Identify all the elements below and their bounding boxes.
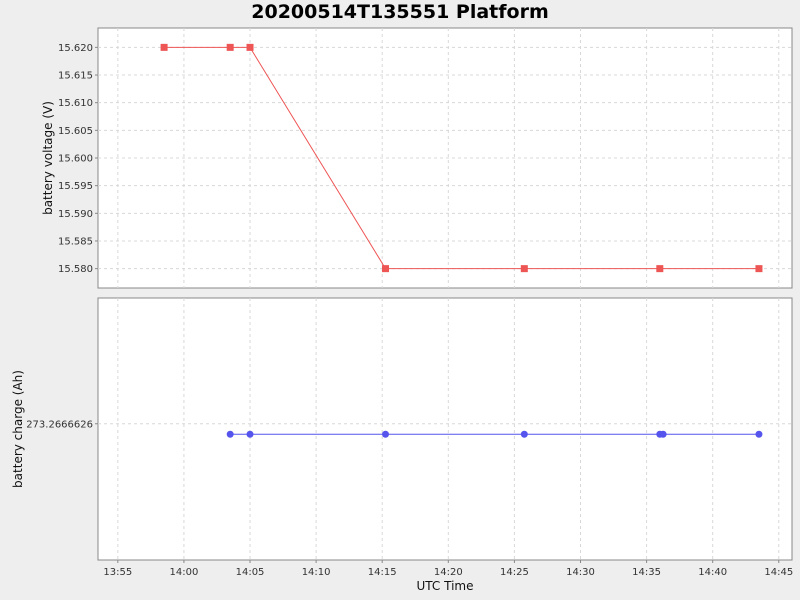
chart-title: 20200514T135551 Platform [251,1,549,23]
plot-area [97,297,793,561]
x-axis-label: UTC Time [417,579,474,593]
x-tick-label: 14:10 [302,567,331,578]
data-point [659,430,667,438]
y-tick-label: 15.600 [58,154,93,165]
subplot-1: 15.620 15.615 15.610 15.605 15.600 15.595 15.5… [41,27,793,289]
data-point [656,265,664,273]
x-tick-label: 14:40 [698,567,727,578]
x-tick-label: 13:55 [103,567,132,578]
x-tick-label: 14:00 [170,567,199,578]
data-point [246,430,254,438]
y-tick-label: 15.595 [58,181,93,192]
y-tick-label: 15.585 [58,236,93,247]
data-point [382,265,390,273]
x-tick-label: 14:20 [434,567,463,578]
data-point [226,43,234,51]
data-point [226,430,234,438]
y-tick-label: 273.2666626 [26,419,93,430]
data-point [160,43,168,51]
x-tick-label: 14:05 [236,567,265,578]
x-tick-label: 14:30 [566,567,595,578]
data-point [755,430,763,438]
x-tick-label: 14:15 [368,567,397,578]
x-axis: 13:55 14:00 14:05 14:10 14:15 14:20 14:25 14:30… [103,560,793,578]
x-tick-label: 14:25 [500,567,529,578]
plots: 15.620 15.615 15.610 15.605 15.600 15.595 15.5… [11,27,793,578]
data-point [520,430,528,438]
y-axis-label: battery charge (Ah) [11,370,25,488]
data-point [382,430,390,438]
x-tick-label: 14:35 [632,567,661,578]
y-tick-label: 15.610 [58,98,93,109]
data-point [755,265,763,273]
data-point [520,265,528,273]
y-tick-label: 15.615 [58,71,93,82]
y-tick-label: 15.605 [58,126,93,137]
y-tick-label: 15.620 [58,43,93,54]
y-tick-label: 15.590 [58,209,93,220]
data-point [246,43,254,51]
y-tick-label: 15.580 [58,264,93,275]
y-axis-label: battery voltage (V) [41,101,55,215]
x-tick-label: 14:45 [764,567,793,578]
